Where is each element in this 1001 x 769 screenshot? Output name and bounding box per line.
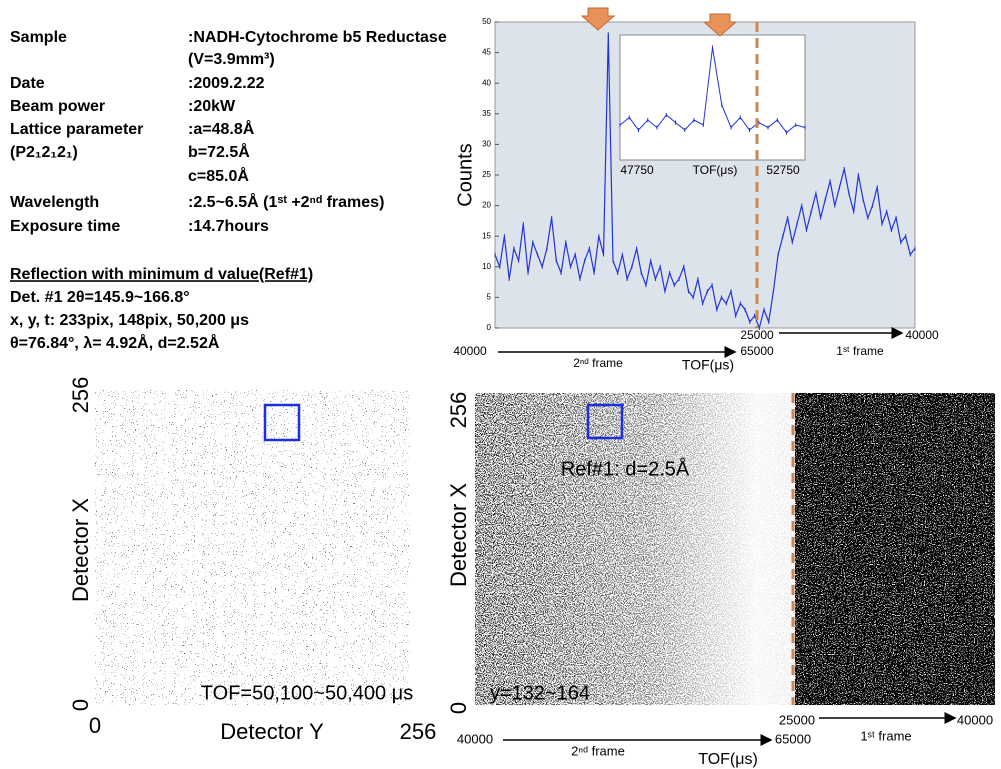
info-value: c=85.0Å: [188, 166, 249, 185]
y-tick-label: 256: [446, 392, 471, 429]
y-tick-label: 0: [446, 702, 471, 714]
info-block: Sample :NADH-Cytochrome b5 Reductase (V=3.…: [10, 29, 447, 352]
reflection-title: Reflection with minimum d value(Ref#1): [10, 266, 313, 283]
info-value: :NADH-Cytochrome b5 Reductase: [188, 29, 447, 46]
annotation: Ref#1: d=2.5Å: [561, 457, 690, 480]
peak-arrow: [580, 7, 616, 31]
reflection-line: θ=76.84°, λ= 4.92Å, d=2.52Å: [10, 333, 220, 352]
x-tick-label: 0: [89, 713, 101, 738]
fade-overlay: [475, 393, 795, 705]
info-label: Wavelength: [10, 194, 99, 211]
y-tick-label: 0: [68, 699, 93, 711]
y-tick-label: 5: [487, 293, 492, 302]
info-value: (V=3.9mm³): [188, 51, 275, 68]
y-axis-label: Counts: [454, 143, 476, 206]
x-tick-label: 256: [400, 719, 437, 744]
frame-start: 40000: [453, 344, 487, 358]
frame-start: 25000: [779, 712, 815, 727]
y-tick-label: 25: [482, 170, 491, 179]
highlight-box: [586, 403, 624, 440]
detector-map: [795, 393, 995, 705]
info-value: b=72.5Å: [188, 142, 250, 161]
frame-label: 1ˢᵗ frame: [836, 344, 884, 358]
info-value: :2.5~6.5Å (1ˢᵗ +2ⁿᵈ frames): [188, 192, 384, 211]
detector-map: [95, 390, 410, 705]
detector-labels: 256 0 Detector X 0 256 Detector Y TOF=50,100~5…: [68, 377, 993, 769]
y-tick-label: 45: [482, 48, 491, 57]
frame-end: 65000: [740, 344, 774, 358]
reflection-line: Det. #1 2θ=145.9~166.8°: [10, 289, 190, 306]
info-label: (P2₁2₁2₁): [10, 144, 78, 161]
highlight-box: [263, 403, 301, 442]
x-axis-label: TOF(μs): [682, 357, 734, 373]
frame-start: 25000: [740, 328, 774, 342]
y-axis-label: Detector X: [446, 483, 471, 587]
info-label: Sample: [10, 29, 67, 46]
y-tick-label: 35: [482, 109, 491, 118]
y-tick-label: 50: [482, 17, 491, 26]
frame-end: 40000: [957, 712, 993, 727]
y-tick-label: 10: [482, 262, 491, 271]
info-label: Exposure time: [10, 218, 120, 235]
frame-start: 40000: [457, 731, 493, 746]
caption: y=132~164: [490, 682, 590, 704]
y-tick-label: 20: [482, 201, 491, 210]
frame-label: 2ⁿᵈ frame: [573, 356, 623, 370]
info-label: Beam power: [10, 98, 105, 115]
frame-label: 2ⁿᵈ frame: [571, 743, 625, 758]
y-axis-label: Detector X: [68, 498, 93, 602]
y-tick-label: 40: [482, 78, 491, 87]
frame-end: 65000: [775, 731, 811, 746]
x-axis-label: TOF(μs): [698, 751, 758, 768]
info-value: :2009.2.22: [188, 75, 265, 92]
info-value: :20kW: [188, 98, 236, 115]
y-tick-label: 256: [68, 377, 93, 414]
data-line: [494, 34, 916, 330]
inset-area: [619, 34, 806, 161]
inset-x-tick-label: 52750: [766, 163, 800, 177]
inset-x-label: TOF(μs): [693, 163, 738, 177]
y-tick-label: 30: [482, 140, 491, 149]
main-chart: 0 5 10 15 20 25 30 35 40 45 50 Counts 47750 52750 TOF(…: [453, 17, 939, 373]
reflection-line: x, y, t: 233pix, 148pix, 50,200 μs: [10, 312, 249, 329]
y-tick-label: 0: [487, 323, 492, 332]
caption: TOF=50,100~50,400 μs: [201, 682, 413, 704]
inset-x-tick-label: 47750: [620, 163, 654, 177]
peak-arrow: [702, 13, 738, 37]
frame-label: 1ˢᵗ frame: [860, 728, 911, 743]
info-label: Date: [10, 75, 45, 92]
frame-end: 40000: [905, 328, 939, 342]
y-tick-label: 15: [482, 231, 491, 240]
x-axis-label: Detector Y: [220, 719, 324, 744]
info-value: :a=48.8Å: [188, 119, 255, 138]
info-label: Lattice parameter: [10, 121, 143, 138]
info-value: :14.7hours: [188, 218, 269, 235]
